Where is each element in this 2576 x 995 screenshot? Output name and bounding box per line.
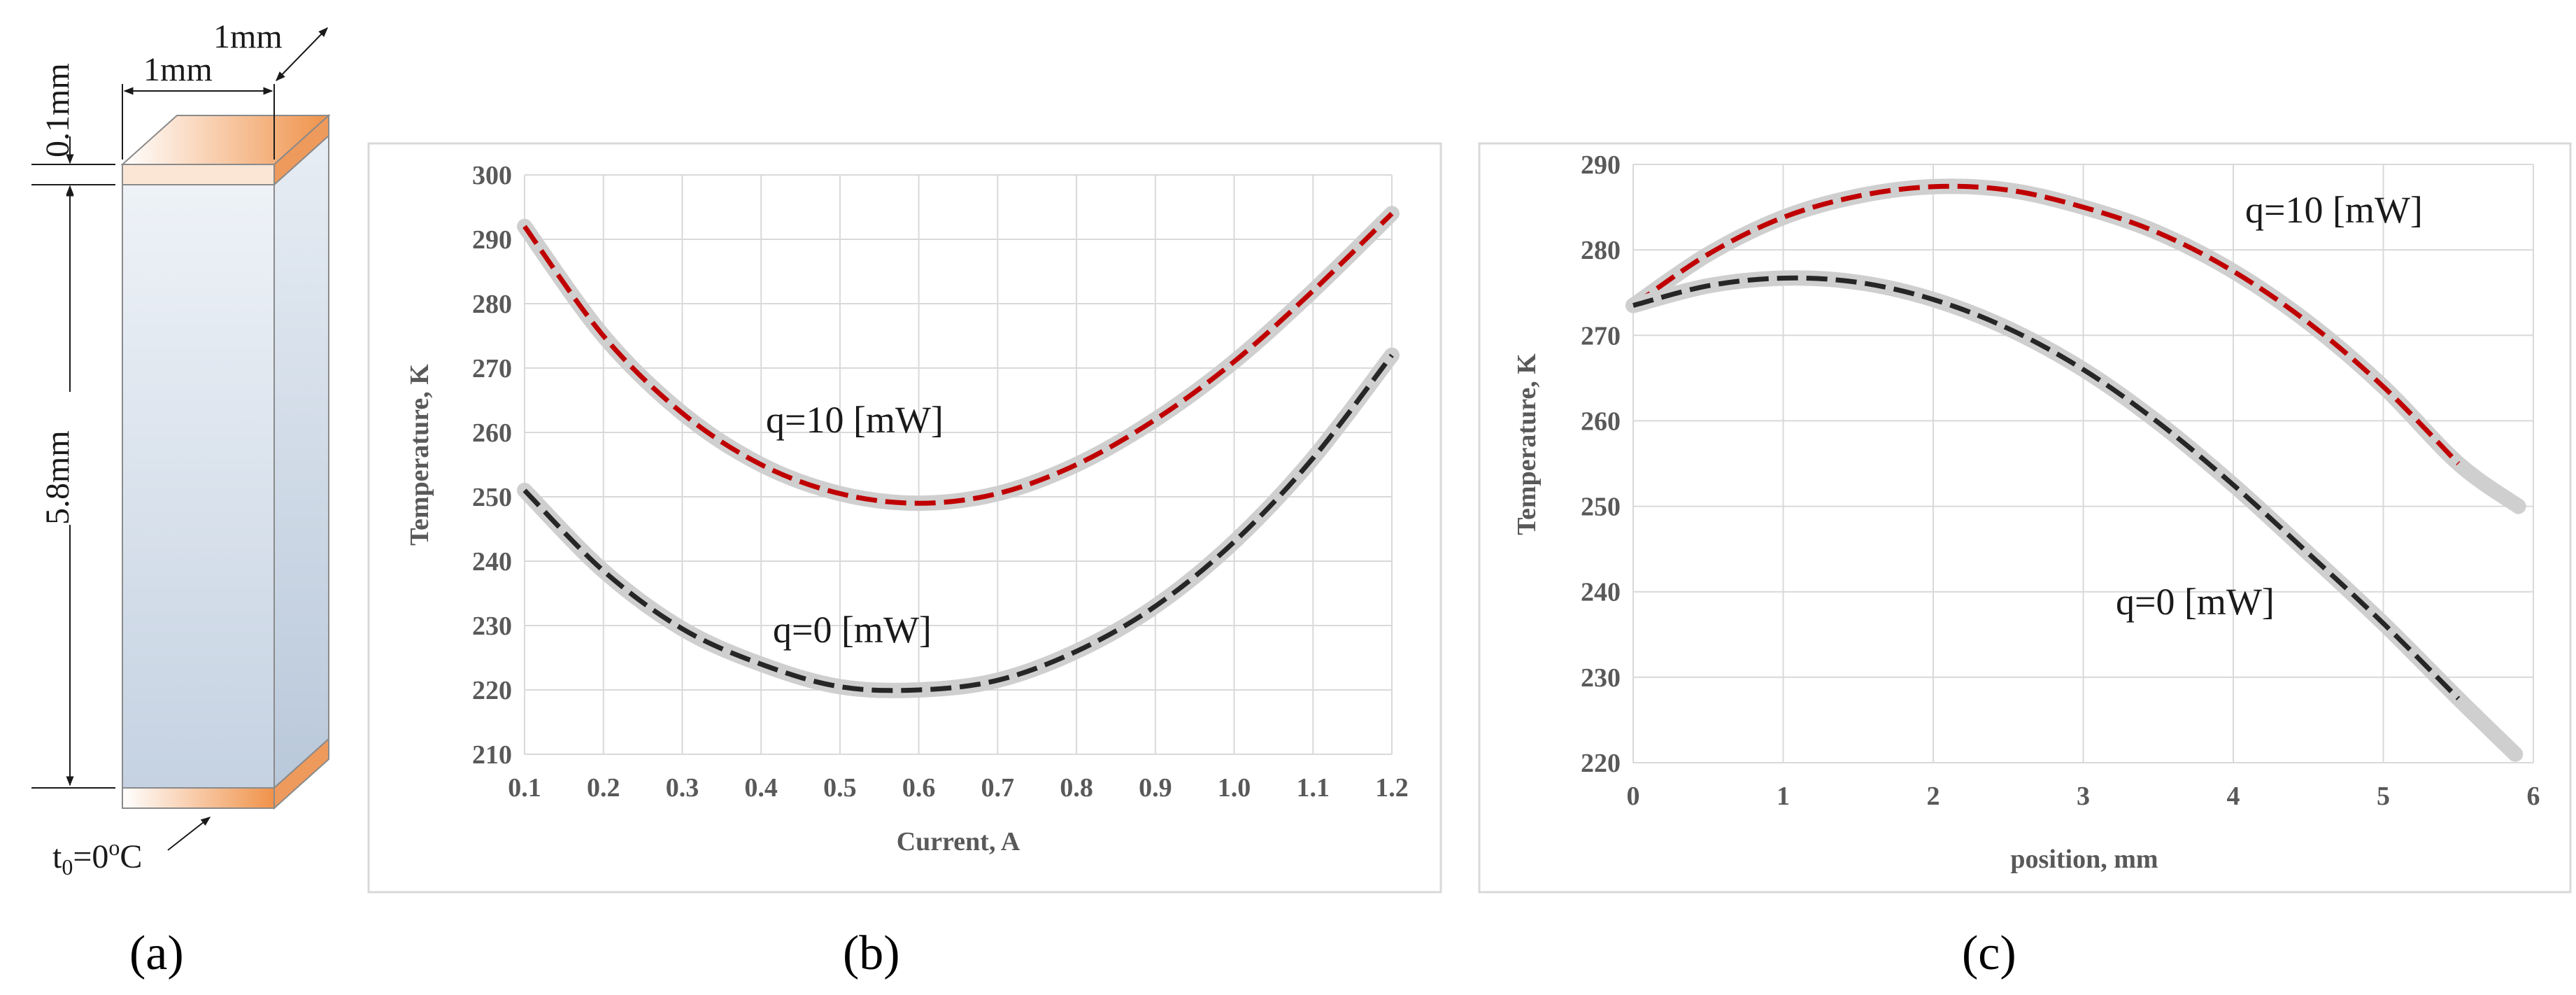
dim-depth-label: 1mm <box>213 18 283 55</box>
c-ytick-2: 240 <box>1581 578 1621 607</box>
b-ytick-9: 300 <box>472 161 512 190</box>
c-xtick-5: 5 <box>2377 782 2390 811</box>
chart-b-xlabel: Current, A <box>897 827 1020 856</box>
b-xtick-5: 0.6 <box>902 773 936 803</box>
dim-height-label: 5.8mm <box>39 430 76 525</box>
b-series-line-1 <box>522 353 1394 693</box>
c-ytick-1: 230 <box>1581 663 1621 693</box>
c-ytick-7: 290 <box>1581 150 1621 180</box>
b-xtick-6: 0.7 <box>981 773 1015 803</box>
c-xtick-1: 1 <box>1777 782 1790 811</box>
chart-c-frame <box>1478 142 2572 894</box>
c-xtick-0: 0 <box>1627 782 1640 811</box>
chart-c-annotation-q10: q=10 [mW] <box>2245 189 2423 231</box>
panel-c-label: (c) <box>1962 926 2016 980</box>
c-ytick-4: 260 <box>1581 407 1621 436</box>
b-ytick-8: 290 <box>472 225 512 255</box>
chart-b-ticks: 210 220 230 240 250 260 270 280 290 300 0.1 0.2 0.3 0… <box>472 161 1409 803</box>
c-ytick-6: 280 <box>1581 236 1621 265</box>
panel-a-label: (a) <box>129 926 184 980</box>
c-xtick-4: 4 <box>2227 782 2240 811</box>
dim-thin-label: 0.1mm <box>39 63 76 157</box>
chart-c: 220 230 240 250 260 270 280 290 0 1 2 3 4 5 6 position… <box>1478 142 2572 980</box>
chart-b-annotation-q0: q=0 [mW] <box>773 609 932 651</box>
b-series-line-0 <box>522 211 1394 506</box>
b-xtick-3: 0.4 <box>744 773 778 803</box>
chart-c-ticks: 220 230 240 250 260 270 280 290 0 1 2 3 4 5 6 <box>1581 150 2540 811</box>
b-xtick-8: 0.9 <box>1139 773 1172 803</box>
chart-c-series <box>1625 178 2526 762</box>
b-ytick-3: 240 <box>472 547 512 577</box>
chart-c-annotation-q0: q=0 [mW] <box>2116 581 2275 623</box>
b-xtick-0: 0.1 <box>508 773 541 803</box>
b-ytick-2: 230 <box>472 612 512 641</box>
top-contact-front-face <box>122 164 275 185</box>
b-ytick-4: 250 <box>472 483 512 512</box>
sample-side-face <box>273 134 329 790</box>
c-xtick-3: 3 <box>2077 782 2090 811</box>
b-ytick-5: 260 <box>472 418 512 448</box>
c-xtick-2: 2 <box>1927 782 1940 811</box>
bottom-contact-side-face <box>273 737 329 810</box>
c-xtick-6: 6 <box>2527 782 2540 811</box>
chart-c-xlabel: position, mm <box>2010 845 2158 874</box>
b-xtick-7: 0.8 <box>1060 773 1093 803</box>
dim-width-label: 1mm <box>143 51 213 88</box>
bottom-contact-front-face <box>122 787 275 809</box>
chart-c-ylabel: Temperature, K <box>1512 353 1542 535</box>
b-xtick-4: 0.5 <box>823 773 857 803</box>
b-xtick-9: 1.0 <box>1218 773 1251 803</box>
b-xtick-2: 0.3 <box>666 773 699 803</box>
chart-b-ylabel: Temperature, K <box>405 364 434 546</box>
chart-b: 210 220 230 240 250 260 270 280 290 300 0.1 0.2 0.3 0… <box>367 142 1442 980</box>
c-series-line-1 <box>1632 275 2461 700</box>
b-xtick-11: 1.2 <box>1375 773 1409 803</box>
dim-height-label-bg <box>49 392 91 525</box>
b-ytick-7: 280 <box>472 290 512 319</box>
chart-b-series <box>517 206 1400 698</box>
b-xtick-1: 0.2 <box>587 773 620 803</box>
c-ytick-5: 270 <box>1581 321 1621 351</box>
b-ytick-1: 220 <box>472 676 512 705</box>
chart-b-annotation-q10: q=10 [mW] <box>766 399 944 441</box>
base-temp-arrow <box>167 817 211 851</box>
panel-b-label: (b) <box>843 926 900 980</box>
b-ytick-0: 210 <box>472 740 512 770</box>
b-xtick-10: 1.1 <box>1297 773 1330 803</box>
c-series-line-0 <box>1632 183 2461 465</box>
b-ytick-6: 270 <box>472 354 512 383</box>
dim-depth-arrow <box>276 27 328 82</box>
sample-front-face <box>122 184 275 789</box>
panel-a-diagram: 1mm 1mm 0.1mm 5.8mm t0=0oC (a) <box>31 18 331 980</box>
chart-c-grid <box>1632 164 2534 763</box>
base-temp-label: t0=0oC <box>52 835 142 880</box>
c-ytick-3: 250 <box>1581 493 1621 522</box>
c-ytick-0: 220 <box>1581 749 1621 778</box>
